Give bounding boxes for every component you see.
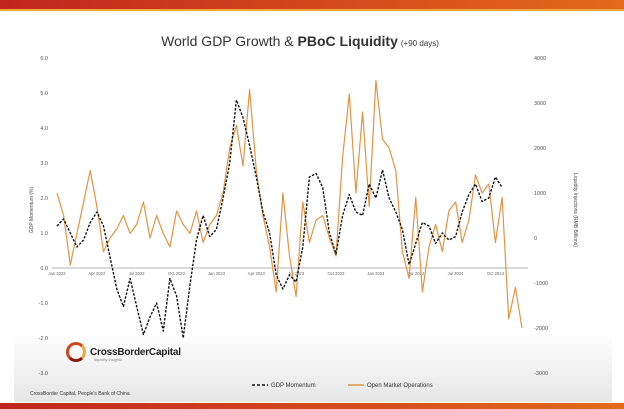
x-tick-label: Oct 2023 [328,271,346,276]
y-left-tick-label: 1.0 [40,231,48,237]
x-tick-label: Apr 2024 [407,271,425,276]
y-left-tick-label: 4.0 [40,126,48,132]
slide-panel [14,14,612,402]
x-tick-label: Jan 2023 [208,271,226,276]
y-right-tick-label: 3000 [534,101,546,107]
y-left-tick-label: 0.0 [40,266,48,272]
y-left-tick-label: -1.0 [39,301,48,307]
series-line-open-market-operations [56,79,523,329]
top-accent-line [0,9,624,11]
y-right-tick-label: 1000 [534,191,546,197]
legend-label-omo: Open Market Operations [367,383,433,389]
x-tick-label: Oct 2022 [168,271,186,276]
brand-logo: CrossBorderCapital liquidity insights [66,342,181,362]
chart-title-suffix: (+90 days) [401,39,439,48]
top-accent-bar [0,0,624,9]
y-left-tick-label: -3.0 [39,371,48,377]
x-tick-label: Jul 2023 [288,271,305,276]
x-tick-label: Jul 2024 [448,271,465,276]
brand-logo-icon [66,342,86,362]
y-left-tick-label: 6.0 [40,56,48,62]
x-tick-label: Apr 2023 [248,271,266,276]
legend-label-gdp: GDP Momentum [271,383,316,389]
chart-title-bold: PBoC Liquidity [298,33,399,49]
y-right-tick-label: -3000 [534,371,548,377]
y-right-tick-label: -2000 [534,326,548,332]
source-note: CrossBorder Capital, People's Bank of Ch… [30,391,130,397]
chart-title: World GDP Growth & PBoC Liquidity (+90 da… [161,33,439,49]
y-left-tick-label: 3.0 [40,161,48,167]
x-tick-label: Jan 2022 [48,271,66,276]
legend: GDP Momentum Open Market Operations [252,383,433,389]
y-left-tick-label: -2.0 [39,336,48,342]
y-right-tick-label: 0 [534,236,537,242]
chart-title-prefix: World GDP Growth & [161,33,297,49]
y-right-tick-label: 2000 [534,146,546,152]
y-axis-right-label: Liquidity Injections (RMB Billions) [572,173,578,247]
brand-tagline: liquidity insights [94,357,123,362]
x-tick-label: Jan 2024 [367,271,385,276]
y-left-tick-label: 2.0 [40,196,48,202]
series-line-gdp-momentum [56,99,503,339]
x-tick-label: Jul 2022 [129,271,146,276]
y-left-tick-label: 5.0 [40,91,48,97]
y-right-tick-label: -1000 [534,281,548,287]
brand-name: CrossBorderCapital [90,346,181,358]
x-tick-label: Apr 2022 [88,271,106,276]
y-axis-left-label: GDP Momentum (%) [29,187,35,234]
bottom-accent-bar [0,403,624,409]
y-right-tick-label: 4000 [534,56,546,62]
x-tick-label: Oct 2024 [487,271,505,276]
